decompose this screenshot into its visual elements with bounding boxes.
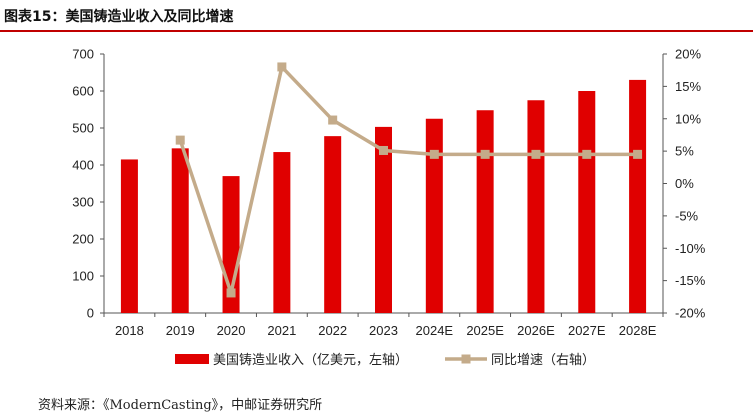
right-axis-tick-label: 0% (675, 176, 694, 191)
right-axis-tick-label: 15% (675, 79, 701, 94)
x-axis-tick-label: 2021 (267, 323, 296, 338)
left-axis-tick-label: 200 (72, 232, 94, 247)
x-axis-tick-label: 2019 (166, 323, 195, 338)
growth-marker (175, 135, 185, 145)
right-axis-tick-label: -15% (675, 273, 706, 288)
left-axis-tick-label: 300 (72, 195, 94, 210)
legend: 美国铸造业收入（亿美元，左轴） 同比增速（右轴） (175, 352, 595, 368)
growth-marker (277, 62, 287, 72)
right-axis-tick-label: -20% (675, 306, 706, 321)
source-note: 资料来源：《ModernCasting》，中邮证券研究所 (38, 398, 323, 413)
right-axis-tick-label: 20% (675, 47, 701, 62)
bar (171, 148, 189, 313)
growth-marker (480, 149, 490, 159)
growth-marker (328, 115, 338, 125)
chart: 0 100 200 300 400 500 600 700 20% 15% 10% 5% 0% -5% -1… (72, 47, 706, 369)
right-axis-tick-label: 5% (675, 144, 694, 159)
growth-marker (429, 149, 439, 159)
left-axis-tick-label: 500 (72, 121, 94, 136)
growth-marker (226, 288, 236, 298)
x-axis-tick-label: 2018 (115, 323, 144, 338)
x-axis-tick-label: 2022 (318, 323, 347, 338)
bar (425, 118, 443, 313)
left-axis-tick-label: 600 (72, 84, 94, 99)
right-axis-tick-label: 10% (675, 111, 701, 126)
left-axis-tick-label: 400 (72, 158, 94, 173)
growth-marker (531, 149, 541, 159)
growth-line (178, 65, 638, 295)
x-axis-tick-label: 2027E (568, 323, 606, 338)
left-axis-tick-label: 100 (72, 269, 94, 284)
right-axis-tick-label: -10% (675, 241, 706, 256)
bar-series (120, 79, 647, 314)
line-series (175, 62, 643, 298)
growth-marker (582, 149, 592, 159)
title-rule (0, 30, 753, 32)
growth-marker (379, 145, 388, 155)
bar (527, 100, 545, 313)
bar (476, 110, 494, 314)
x-axis-tick-label: 2023 (369, 323, 398, 338)
legend-line-label: 同比增速（右轴） (491, 353, 595, 368)
bar (324, 136, 342, 313)
x-axis-tick-label: 2024E (416, 323, 454, 338)
right-axis-tick-label: -5% (675, 208, 699, 223)
x-axis-tick-label: 2026E (517, 323, 555, 338)
bar (273, 152, 291, 313)
legend-bar-label: 美国铸造业收入（亿美元，左轴） (213, 352, 408, 368)
bar (375, 126, 392, 313)
growth-marker (633, 149, 643, 159)
left-axis-tick-label: 0 (87, 306, 94, 321)
left-axis-tick-label: 700 (72, 47, 94, 62)
title-bar: 图表15：美国铸造业收入及同比增速 (0, 0, 753, 32)
x-axis-tick-label: 2025E (466, 323, 504, 338)
bar (578, 91, 596, 313)
bar (120, 159, 138, 313)
legend-bar-swatch (175, 354, 209, 364)
figure-title: 图表15：美国铸造业收入及同比增速 (4, 9, 234, 25)
x-axis-tick-label: 2020 (217, 323, 246, 338)
x-axis-tick-label: 2028E (619, 323, 657, 338)
legend-line-marker (461, 354, 471, 364)
x-axis-labels: 2018 2019 2020 2021 2022 2023 2024E 2025E 2026E 2… (115, 323, 657, 338)
bar (629, 79, 647, 314)
